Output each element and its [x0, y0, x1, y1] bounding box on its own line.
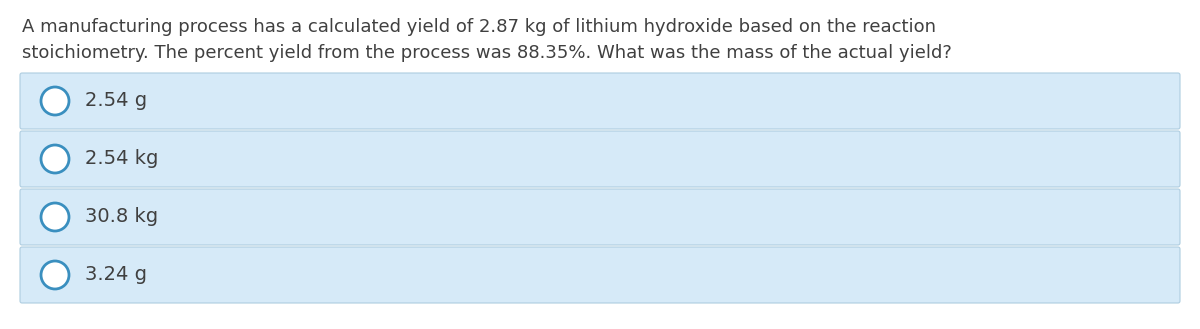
- FancyBboxPatch shape: [20, 131, 1180, 187]
- FancyBboxPatch shape: [20, 73, 1180, 129]
- Text: 30.8 kg: 30.8 kg: [85, 208, 158, 226]
- Ellipse shape: [41, 87, 70, 115]
- Ellipse shape: [41, 203, 70, 231]
- Text: 2.54 kg: 2.54 kg: [85, 149, 158, 168]
- Text: 3.24 g: 3.24 g: [85, 266, 148, 285]
- FancyBboxPatch shape: [20, 247, 1180, 303]
- Ellipse shape: [41, 145, 70, 173]
- FancyBboxPatch shape: [20, 189, 1180, 245]
- Text: 2.54 g: 2.54 g: [85, 91, 148, 111]
- Ellipse shape: [41, 261, 70, 289]
- Text: stoichiometry. The percent yield from the process was 88.35%. What was the mass : stoichiometry. The percent yield from th…: [22, 44, 952, 62]
- Text: A manufacturing process has a calculated yield of 2.87 kg of lithium hydroxide b: A manufacturing process has a calculated…: [22, 18, 936, 36]
